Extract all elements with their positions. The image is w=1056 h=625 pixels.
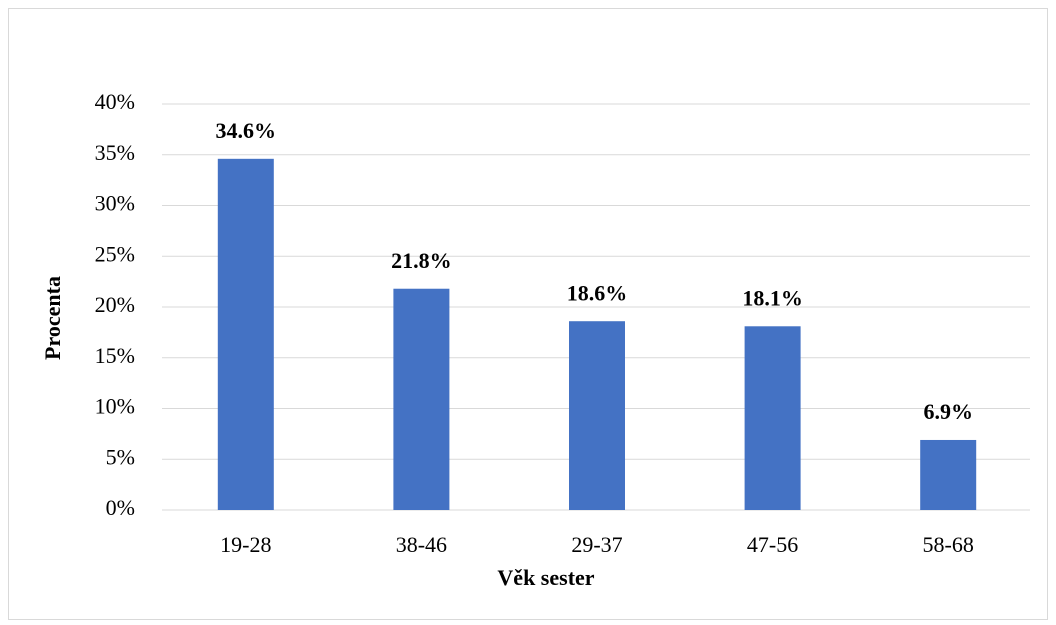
data-label: 18.6%	[567, 280, 628, 305]
y-tick-label: 30%	[95, 191, 135, 216]
x-tick-label: 47-56	[747, 532, 798, 557]
data-label: 6.9%	[923, 399, 973, 424]
x-axis-title: Věk sester	[497, 565, 594, 590]
data-label: 34.6%	[216, 118, 277, 143]
bar	[569, 321, 625, 510]
x-tick-label: 19-28	[220, 532, 271, 557]
y-tick-label: 5%	[106, 444, 135, 469]
y-tick-label: 20%	[95, 292, 135, 317]
bar	[393, 288, 450, 510]
data-label: 18.1%	[742, 285, 803, 310]
y-tick-label: 15%	[95, 343, 135, 368]
bar	[217, 158, 274, 510]
chart-border	[8, 8, 1048, 620]
x-tick-label: 58-68	[923, 532, 974, 557]
x-tick-label: 38-46	[396, 532, 447, 557]
y-tick-label: 10%	[95, 394, 135, 419]
y-tick-label: 25%	[95, 241, 135, 266]
y-tick-label: 40%	[95, 89, 135, 114]
y-axis-title: Procenta	[40, 276, 65, 360]
data-label: 21.8%	[391, 248, 452, 273]
y-tick-label: 35%	[95, 140, 135, 165]
x-tick-label: 29-37	[571, 532, 622, 557]
y-tick-label: 0%	[106, 495, 135, 520]
bar	[744, 326, 801, 510]
bar	[920, 439, 977, 510]
